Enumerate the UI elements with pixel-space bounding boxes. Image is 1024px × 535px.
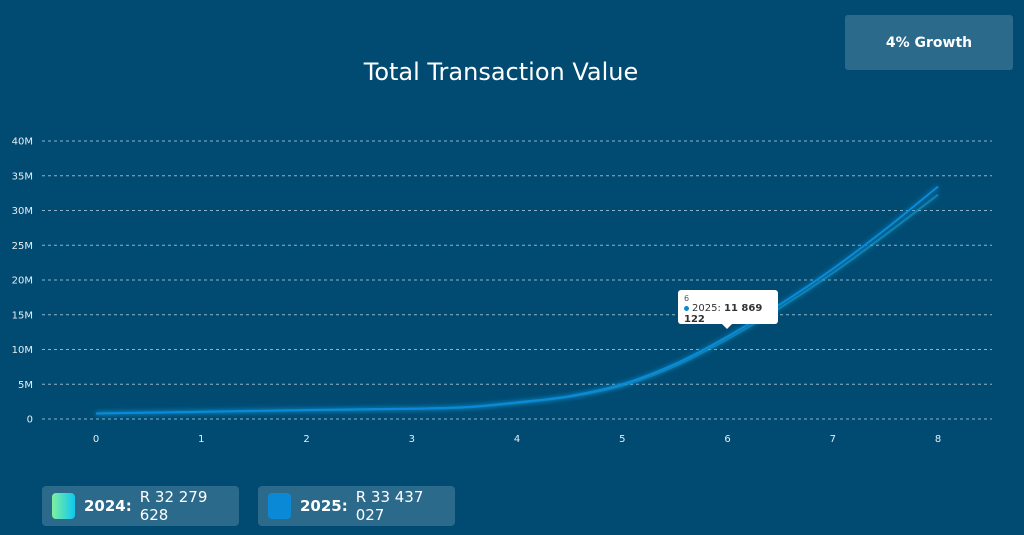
legend-year: 2024:	[83, 497, 132, 515]
x-tick-label: 0	[93, 434, 99, 445]
legend-total: R 33 437 027	[355, 488, 424, 524]
swatch-2024-icon	[52, 493, 75, 519]
tooltip: 6 2025: 11 869 122	[678, 290, 778, 329]
legend-item-2024[interactable]: 2024: R 32 279 628	[42, 486, 239, 526]
x-tick-label: 6	[724, 434, 730, 445]
tooltip-series: 2025:	[692, 303, 721, 314]
legend-total: R 32 279 628	[139, 488, 208, 524]
y-tick-label: 10M	[12, 345, 33, 356]
growth-badge[interactable]: 4% Growth	[845, 15, 1013, 70]
swatch-2025-icon	[268, 493, 291, 519]
y-tick-label: 15M	[12, 310, 33, 321]
x-tick-label: 4	[514, 434, 520, 445]
x-tick-label: 7	[830, 434, 836, 445]
y-tick-label: 35M	[12, 171, 33, 182]
y-tick-label: 40M	[12, 137, 33, 148]
tooltip-value: 11 869 122	[684, 303, 763, 325]
y-tick-label: 0	[27, 415, 33, 426]
y-tick-label: 20M	[12, 276, 33, 287]
y-tick-label: 25M	[12, 241, 33, 252]
x-tick-label: 1	[198, 434, 204, 445]
legend-item-2025[interactable]: 2025: R 33 437 027	[258, 486, 455, 526]
x-tick-label: 8	[935, 434, 941, 445]
series-line-2024	[95, 193, 939, 415]
chart-title: Total Transaction Value	[363, 58, 639, 86]
y-tick-label: 30M	[12, 206, 33, 217]
x-tick-label: 3	[409, 434, 415, 445]
tooltip-x: 6	[684, 294, 690, 303]
legend-year: 2025:	[299, 497, 348, 515]
tooltip-dot-icon	[684, 305, 689, 311]
x-tick-label: 2	[303, 434, 309, 445]
x-tick-label: 5	[619, 434, 625, 445]
y-tick-label: 5M	[18, 380, 33, 391]
series-line-2025	[95, 185, 939, 415]
